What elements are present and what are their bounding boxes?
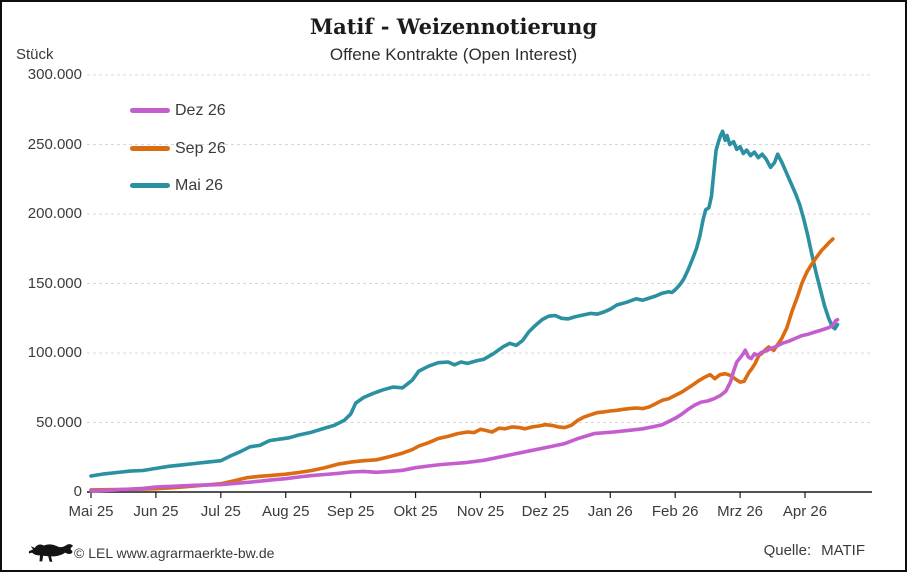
legend-swatch-icon <box>130 108 170 113</box>
legend-label: Mai 26 <box>175 177 224 194</box>
x-tick-label-mai-25: Mai 25 <box>68 503 114 520</box>
series-line-dez-26 <box>89 317 840 493</box>
chart-title: Matif - Weizennotierung <box>309 14 598 39</box>
x-tick-label-jul-25: Jul 25 <box>200 503 241 520</box>
legend-swatch-icon <box>130 183 170 188</box>
source-label: Quelle: <box>763 542 812 559</box>
y-tick-label-0: 0 <box>73 483 82 500</box>
y-axis-unit-label: Stück <box>16 46 54 63</box>
y-tick-label-200.000: 200.000 <box>27 205 82 222</box>
x-tick-label-aug-25: Aug 25 <box>261 503 310 520</box>
chart-subtitle: Offene Kontrakte (Open Interest) <box>329 45 578 64</box>
x-tick-label-apr-26: Apr 26 <box>782 503 828 520</box>
source-value: MATIF <box>821 542 865 559</box>
x-tick-label-mrz-26: Mrz 26 <box>717 503 763 520</box>
lion-logo-icon <box>28 544 74 562</box>
legend-swatch-icon <box>130 145 170 151</box>
x-tick-label-feb-26: Feb 26 <box>651 503 699 520</box>
x-tick-label-sep-25: Sep 25 <box>326 503 375 520</box>
legend-label: Dez 26 <box>175 102 226 119</box>
series-line-mai-26 <box>89 129 840 478</box>
y-tick-label-150.000: 150.000 <box>27 274 82 292</box>
x-tick-label-jan-26: Jan 26 <box>587 503 633 520</box>
source-credit: Quelle: MATIF <box>764 542 865 559</box>
x-tick-label-okt-25: Okt 25 <box>393 503 438 520</box>
y-tick-label-50.000: 50.000 <box>36 413 82 431</box>
x-tick-label-dez-25: Dez 25 <box>521 503 570 520</box>
copyright-text: © LEL www.agrarmaerkte-bw.de <box>74 545 275 561</box>
y-tick-label-100.000: 100.000 <box>27 344 82 361</box>
legend-label: Sep 26 <box>175 139 226 157</box>
series-line-sep-26 <box>89 237 835 492</box>
y-tick-label-250.000: 250.000 <box>27 135 82 153</box>
y-tick-label-300.000: 300.000 <box>27 66 82 83</box>
x-tick-label-nov-25: Nov 25 <box>456 503 505 520</box>
x-tick-label-jun-25: Jun 25 <box>133 503 179 520</box>
